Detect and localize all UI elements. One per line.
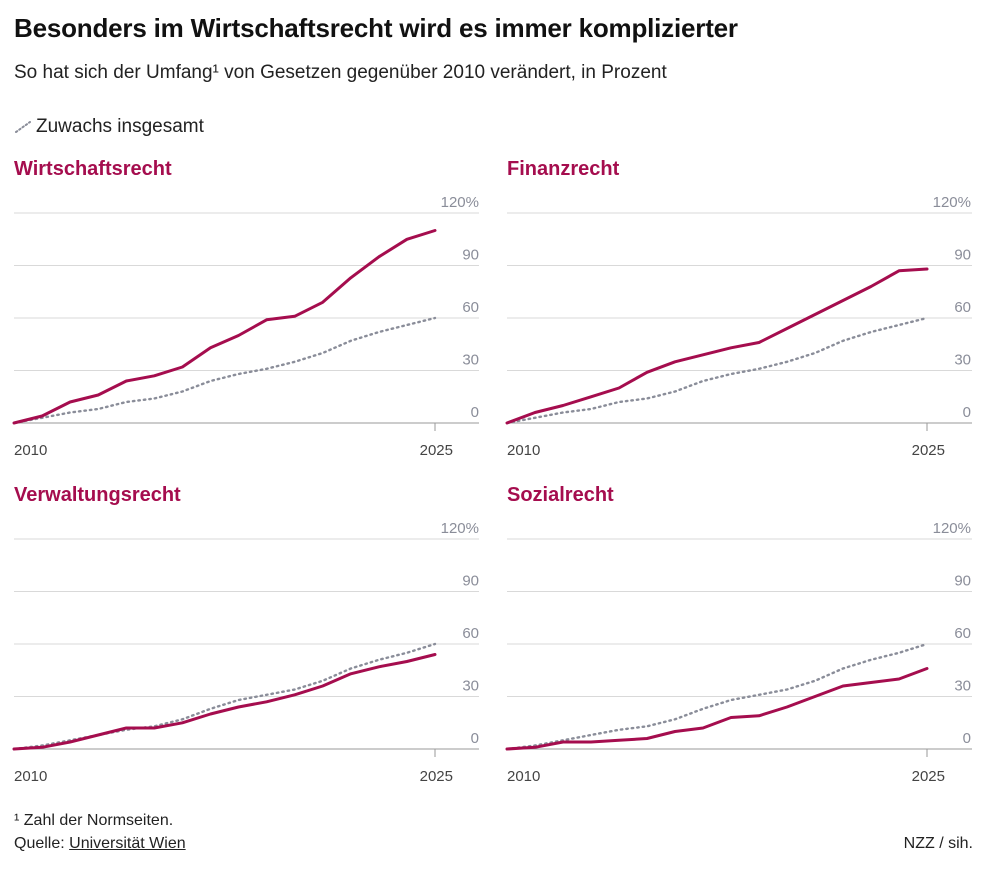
source-line: Quelle: Universität Wien	[14, 835, 186, 853]
x-tick-label: 2010	[507, 442, 540, 459]
x-tick-label: 2010	[507, 768, 540, 785]
y-tick-label: 120%	[933, 520, 971, 537]
y-tick-label: 0	[963, 730, 971, 747]
y-tick-label: 60	[462, 299, 479, 316]
x-tick-label: 2025	[912, 442, 945, 459]
chart-subtitle: So hat sich der Umfang¹ von Gesetzen geg…	[14, 62, 667, 83]
y-tick-label: 60	[462, 625, 479, 642]
y-tick-label: 120%	[441, 520, 479, 537]
series-line-sozialrecht	[505, 667, 929, 751]
y-tick-label: 90	[462, 247, 479, 264]
series-line-zuwachs-insgesamt	[505, 316, 929, 425]
series-line-wirtschaftsrecht	[12, 229, 437, 425]
series-line-verwaltungsrecht	[12, 653, 437, 751]
credit: NZZ / sih.	[903, 835, 973, 852]
y-tick-label: 120%	[441, 194, 479, 211]
series-line-finanzrecht	[505, 267, 929, 425]
y-tick-label: 30	[462, 352, 479, 369]
y-tick-label: 90	[954, 247, 971, 264]
y-tick-label: 0	[471, 404, 479, 421]
series-line-zuwachs-insgesamt	[505, 642, 929, 751]
source-link[interactable]: Universität Wien	[69, 835, 186, 852]
panel-title-finanzrecht: Finanzrecht	[507, 158, 620, 180]
y-tick-label: 60	[954, 299, 971, 316]
y-tick-label: 30	[954, 352, 971, 369]
panel-title-wirtschaftsrecht: Wirtschaftsrecht	[14, 158, 172, 180]
legend: Zuwachs insgesamt	[14, 116, 204, 138]
y-tick-label: 60	[954, 625, 971, 642]
y-tick-label: 30	[462, 678, 479, 695]
series-line-zuwachs-insgesamt	[12, 316, 437, 425]
chart-title: Besonders im Wirtschaftsrecht wird es im…	[14, 13, 738, 43]
x-tick-label: 2010	[14, 442, 47, 459]
footnote: ¹ Zahl der Normseiten.	[14, 812, 174, 829]
dotted-line-icon	[15, 121, 31, 133]
legend-label: Zuwachs insgesamt	[36, 116, 204, 137]
x-tick-label: 2025	[912, 768, 945, 785]
x-tick-label: 2025	[420, 442, 453, 459]
panel-title-verwaltungsrecht: Verwaltungsrecht	[14, 484, 181, 506]
x-tick-label: 2025	[420, 768, 453, 785]
y-tick-label: 90	[954, 573, 971, 590]
y-tick-label: 90	[462, 573, 479, 590]
y-tick-label: 0	[963, 404, 971, 421]
y-tick-label: 120%	[933, 194, 971, 211]
x-tick-label: 2010	[14, 768, 47, 785]
source-prefix: Quelle:	[14, 835, 70, 852]
y-tick-label: 0	[471, 730, 479, 747]
panel-title-sozialrecht: Sozialrecht	[507, 484, 614, 506]
y-tick-label: 30	[954, 678, 971, 695]
